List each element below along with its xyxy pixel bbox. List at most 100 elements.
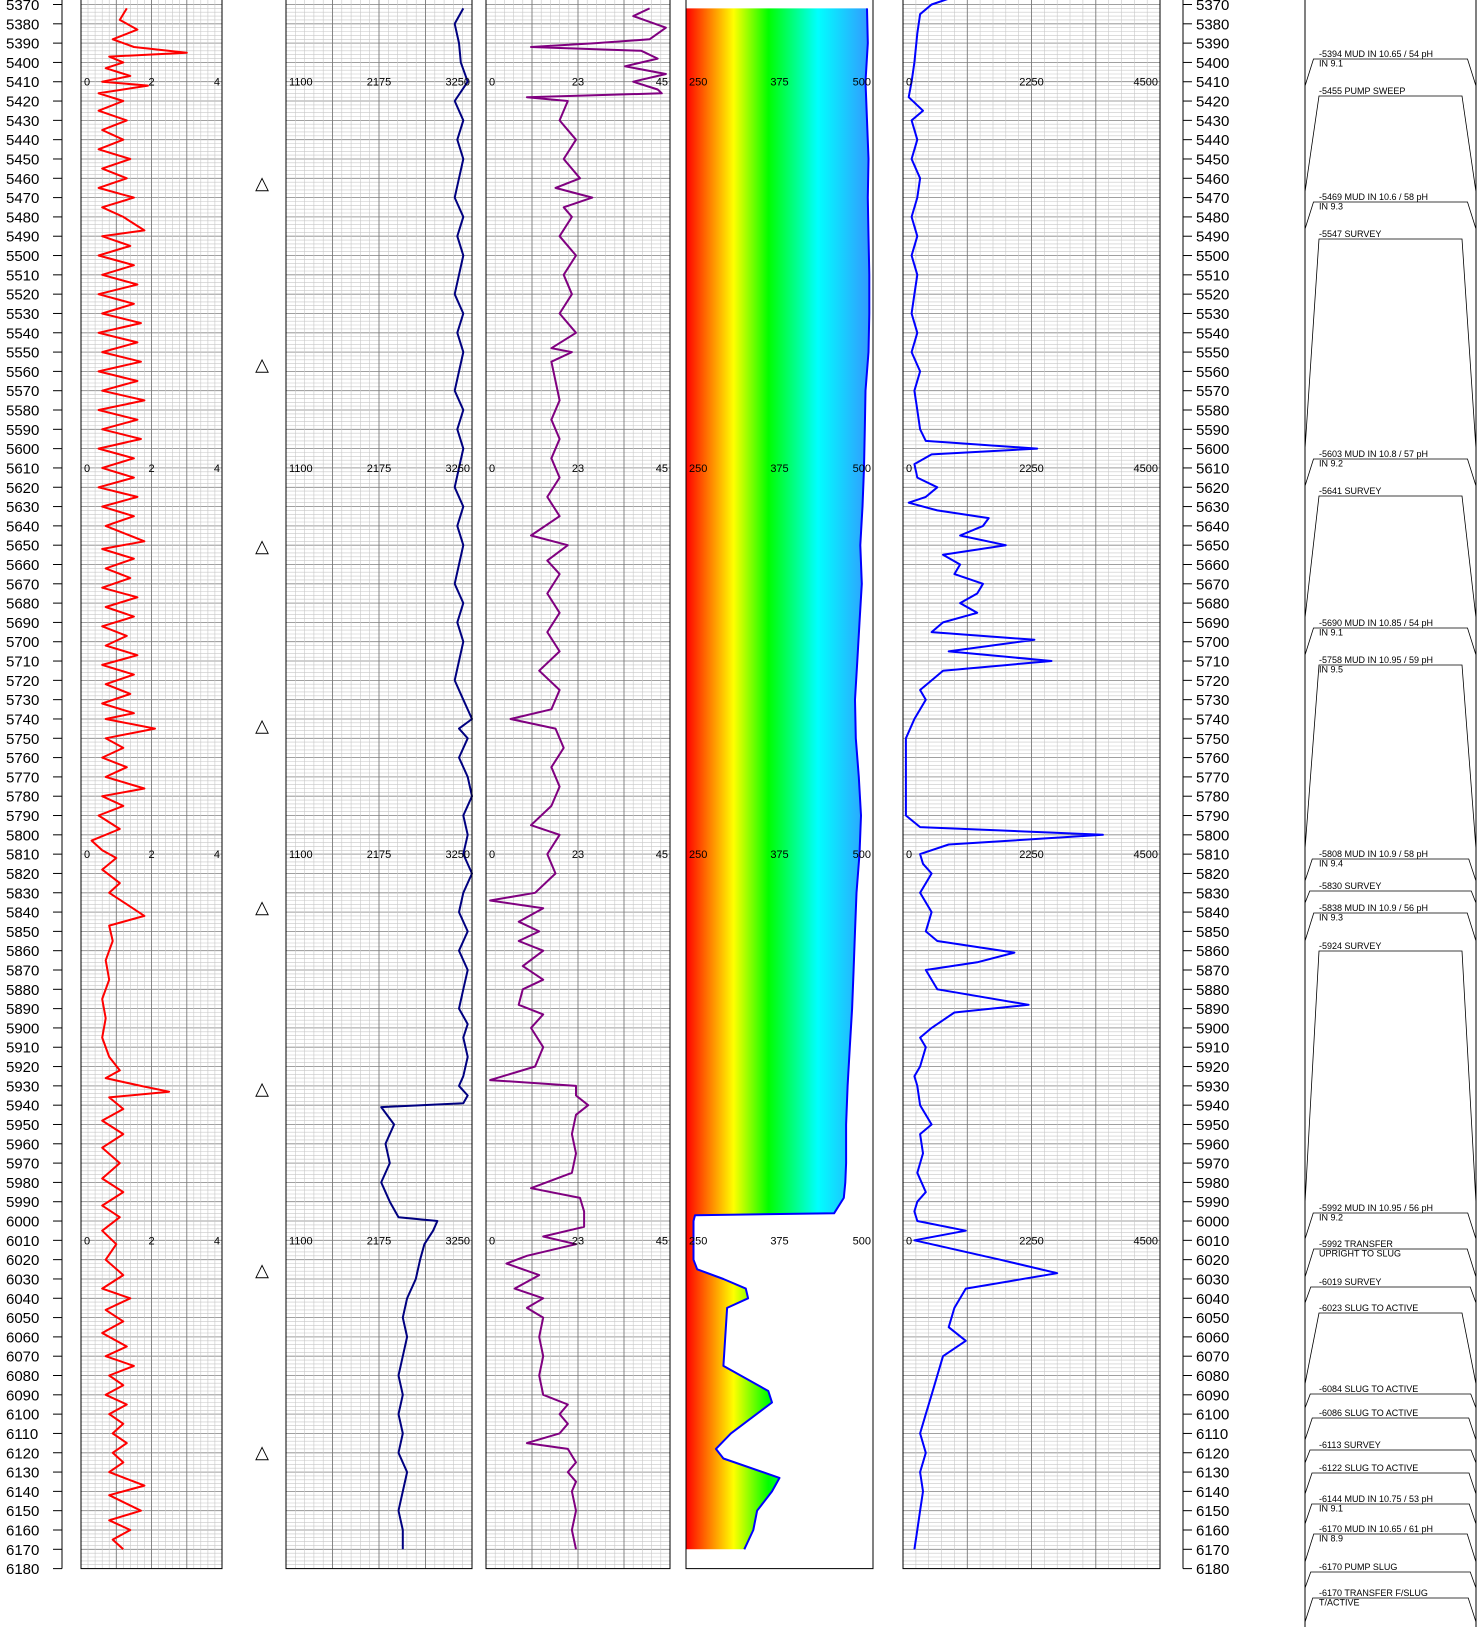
track-4-scale-label: 375 [770,1235,788,1247]
depth-label: 6110 [1196,1426,1228,1443]
depth-label: 5980 [1196,1175,1229,1192]
remark-connector [1304,458,1477,487]
depth-label: 5470 [6,190,39,207]
depth-label: 6180 [1196,1561,1229,1578]
depth-label: 5930 [6,1078,39,1095]
remark-text: IN 9.2 [1319,1213,1343,1223]
track-4-curve [692,8,871,1550]
remark-text: -5641 SURVEY [1319,486,1381,496]
depth-label: 5430 [1196,113,1229,130]
track-2-scale-label: 1100 [289,1235,313,1247]
track-1-scale-label: 0 [84,849,90,861]
remark-text: -5469 MUD IN 10.6 / 58 pH [1319,192,1428,202]
depth-label: 5940 [6,1098,39,1115]
depth-label: 5400 [1196,55,1229,72]
depth-label: 5660 [6,557,39,574]
remark-text: IN 9.4 [1319,859,1343,869]
depth-label: 5420 [6,94,39,111]
depth-label: 5970 [6,1156,39,1173]
depth-label: 5810 [1196,847,1229,864]
remark-text: UPRIGHT TO SLUG [1319,1249,1401,1259]
depth-label: 5380 [1196,16,1229,33]
marker-triangle-icon: △ [255,1079,269,1099]
remark-text: -6086 SLUG TO ACTIVE [1319,1408,1418,1418]
depth-label: 5540 [1196,325,1229,342]
remark-text: -6144 MUD IN 10.75 / 53 pH [1319,1494,1433,1504]
depth-label: 5430 [6,113,39,130]
remark-text: T/ACTIVE [1319,1598,1360,1608]
depth-label: 5700 [1196,634,1229,651]
depth-label: 6140 [6,1484,39,1501]
remark-connector [1304,95,1477,193]
track-2-scale-label: 3250 [446,463,470,475]
depth-label: 5960 [1196,1136,1229,1153]
depth-label: 6000 [1196,1214,1229,1231]
depth-label: 5690 [1196,615,1229,632]
track-1-scale-label: 4 [214,463,220,475]
track-1-curve [90,7,188,1551]
remark-text: -5690 MUD IN 10.85 / 54 pH [1319,618,1433,628]
depth-label: 5500 [6,248,39,265]
depth-label: 5760 [1196,750,1229,767]
track-4-scale-label: 375 [770,849,788,861]
track-4-scale-label: 500 [853,1235,871,1247]
depth-label: 6130 [6,1465,39,1482]
depth-label: 6060 [1196,1329,1229,1346]
depth-label: 5660 [1196,557,1229,574]
depth-label: 5740 [1196,711,1229,728]
depth-label: 5730 [6,692,39,709]
remark-connector [1304,58,1477,87]
remark-connector [1304,1472,1477,1495]
track-1-frame [80,0,223,1570]
grid-major-vertical [115,0,188,1569]
grid-major-vertical [332,0,426,1569]
track-5-scale-label: 0 [906,77,912,89]
remark-connector [1304,858,1477,882]
track-2-scale-label: 1100 [289,849,313,861]
depth-label: 6030 [1196,1271,1229,1288]
remark-connector [1304,1571,1477,1589]
depth-label: 6150 [6,1503,39,1520]
remark-text: -6122 SLUG TO ACTIVE [1319,1463,1418,1473]
depth-label: 5620 [6,480,39,497]
depth-label: 6030 [6,1271,39,1288]
track-3-curve [489,7,667,1550]
depth-label: 5830 [6,885,39,902]
depth-label: 5540 [6,325,39,342]
depth-label: 5550 [1196,345,1229,362]
depth-label: 5810 [6,847,39,864]
track-5-scale-label: 2250 [1019,463,1043,475]
depth-label: 5850 [6,924,39,941]
depth-label: 6050 [6,1310,39,1327]
depth-label: 6120 [1196,1445,1229,1462]
track-5-scale-label: 0 [906,849,912,861]
remark-connector [1304,664,1477,850]
remark-text: IN 9.1 [1319,1504,1343,1514]
depth-label: 5380 [6,16,39,33]
depth-label: 5820 [1196,866,1229,883]
track-3-scale-label: 45 [656,463,668,475]
depth-label: 5720 [6,673,39,690]
depth-label: 5370 [1196,0,1229,14]
remark-text: -5808 MUD IN 10.9 / 58 pH [1319,849,1428,859]
depth-label: 5570 [1196,383,1229,400]
depth-label: 5820 [6,866,39,883]
depth-label: 5410 [6,74,39,91]
depth-label: 5780 [6,789,39,806]
depth-label: 5550 [6,345,39,362]
marker-triangle-icon: △ [255,355,269,375]
track-1-scale-label: 2 [148,463,154,475]
remark-text: -6084 SLUG TO ACTIVE [1319,1384,1418,1394]
remark-text: IN 9.1 [1319,59,1343,69]
depth-label: 5390 [1196,36,1229,53]
track-1-scale-label: 4 [214,1235,220,1247]
track-2-scale-label: 2175 [367,77,391,89]
remark-connector [1304,627,1477,656]
remark-connector [1304,238,1477,450]
depth-label: 5690 [6,615,39,632]
depth-label: 5880 [1196,982,1229,999]
track-2-scale-label: 3250 [446,849,470,861]
depth-label: 5470 [1196,190,1229,207]
remark-text: -5455 PUMP SWEEP [1319,86,1405,96]
